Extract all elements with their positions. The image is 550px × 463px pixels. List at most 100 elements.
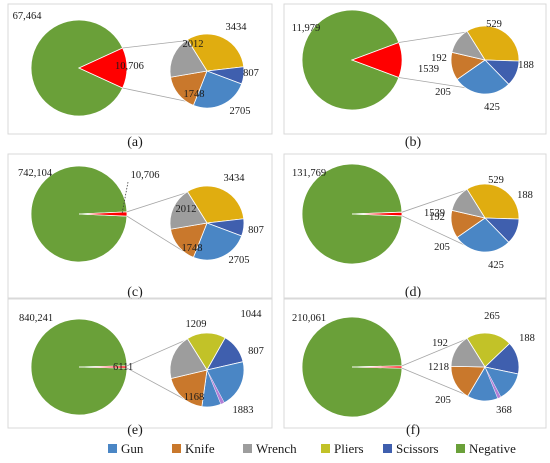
legend-label: Pliers: [334, 441, 364, 456]
legend-swatch: [456, 444, 465, 453]
gun-value-label: 2705: [229, 255, 250, 266]
negative-value-label: 742,104: [18, 168, 53, 179]
gun-value-label: 425: [484, 102, 500, 113]
legend-label: Knife: [185, 441, 215, 456]
pliers-value-label: 1044: [241, 309, 263, 320]
wrench-slice: [450, 337, 486, 368]
connector-line-top: [126, 339, 187, 367]
legend-item-wrench: Wrench: [243, 441, 297, 456]
connector-line-top: [398, 31, 467, 43]
panel-label: (b): [405, 135, 422, 150]
scissors-value-label: 807: [248, 346, 264, 357]
wrench-value-label: 1209: [186, 319, 207, 330]
minor-slice: [484, 366, 502, 399]
connector-line-bottom: [126, 215, 187, 254]
wrench-slice: [169, 191, 208, 230]
connector-line-top: [122, 40, 187, 49]
chart-panel-3: 742,104 10,706 2705 1748 2012 3434 807 (c): [7, 153, 273, 300]
scissors-value-label: 807: [248, 225, 264, 236]
panel-label: (a): [127, 135, 143, 150]
negative-value-label: 210,061: [292, 313, 326, 324]
chart-panel-5: 840,241 6111 1883 1168 1209 1044 807 (e): [7, 297, 273, 438]
pliers-slice: [466, 25, 520, 62]
positive-value-label: 1539: [424, 208, 445, 219]
chart-panel-4: 131,769 1539 425 205 192 529 188 (d): [283, 153, 547, 300]
pliers-value-label: 265: [484, 311, 500, 322]
knife-value-label: 205: [435, 395, 451, 406]
wrench-slice: [451, 30, 486, 61]
scissors-value-label: 188: [519, 333, 535, 344]
legend-label: Wrench: [256, 441, 297, 456]
negative-value-label: 840,241: [19, 313, 53, 324]
panel-frame: [283, 297, 547, 429]
negative-value-label: 11,979: [292, 23, 321, 34]
knife-value-label: 1748: [184, 89, 205, 100]
legend-label: Scissors: [396, 441, 439, 456]
wrench-slice: [169, 39, 208, 78]
gun-slice: [192, 70, 243, 109]
panel-label: (c): [127, 285, 143, 300]
legend-label: Negative: [469, 441, 516, 456]
panel-label: (f): [406, 423, 420, 438]
gun-slice: [456, 59, 510, 95]
legend-swatch: [383, 444, 392, 453]
connector-line-bottom: [126, 367, 187, 401]
knife-value-label: 1748: [182, 243, 203, 254]
legend-item-scissors: Scissors: [383, 441, 439, 456]
positive-value-label: 1218: [428, 362, 449, 373]
positive-value-label: 1539: [418, 64, 439, 75]
panel-frame: [7, 297, 273, 429]
legend-swatch: [172, 444, 181, 453]
legend-swatch: [243, 444, 252, 453]
knife-value-label: 205: [435, 87, 451, 98]
pliers-slice: [466, 183, 520, 220]
legend-item-pliers: Pliers: [321, 441, 364, 456]
wrench-slice: [451, 188, 486, 219]
wrench-value-label: 192: [432, 338, 448, 349]
gun-value-label: 368: [496, 405, 512, 416]
scissors-value-label: 188: [518, 60, 534, 71]
knife-value-label: 1168: [184, 392, 205, 403]
minor-slice: [206, 369, 225, 405]
knife-value-label: 205: [434, 242, 450, 253]
gun-slice: [456, 217, 510, 253]
gun-value-label: 1883: [233, 405, 254, 416]
connector-line-bottom: [398, 77, 467, 89]
negative-value-label: 67,464: [13, 11, 43, 22]
connector-line-top: [401, 338, 467, 367]
legend-swatch: [321, 444, 330, 453]
legend: Gun Knife Wrench Pliers Scissors Negative: [108, 441, 516, 456]
panel-frame: [7, 3, 273, 135]
legend-item-gun: Gun: [108, 441, 144, 456]
wrench-value-label: 192: [429, 212, 445, 223]
connector-line-bottom: [401, 215, 467, 247]
gun-value-label: 425: [488, 260, 504, 271]
gun-slice: [201, 361, 245, 408]
gun-slice: [192, 222, 243, 261]
panel-frame: [283, 3, 547, 135]
connector-line-bottom: [401, 367, 467, 396]
positive-value-label: 10,706: [115, 61, 144, 72]
legend-item-knife: Knife: [172, 441, 215, 456]
legend-item-negative: Negative: [456, 441, 516, 456]
wrench-value-label: 192: [431, 53, 447, 64]
negative-slice: [301, 316, 403, 418]
panel-frame: [283, 153, 547, 300]
negative-slice: [30, 19, 124, 117]
wrench-slice: [169, 338, 208, 379]
panel-label: (d): [405, 285, 422, 300]
pliers-slice: [466, 332, 511, 368]
legend-swatch: [108, 444, 117, 453]
pliers-value-label: 3434: [226, 22, 248, 33]
negative-slice: [301, 9, 400, 111]
legend-label: Gun: [121, 441, 144, 456]
gun-value-label: 2705: [230, 106, 251, 117]
knife-slice: [170, 369, 208, 408]
positive-value-label: 6111: [113, 362, 133, 373]
connector-line-top: [401, 189, 467, 213]
chart-panel-2: 11,979 1539 425 205 192 529 188 (b): [283, 3, 547, 150]
chart-panel-6: 210,061 1218 368 205 192 265 188 (f): [283, 297, 547, 438]
scissors-value-label: 188: [517, 190, 533, 201]
pliers-value-label: 529: [488, 175, 504, 186]
